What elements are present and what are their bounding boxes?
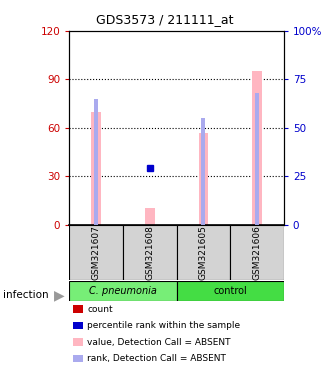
Text: count: count xyxy=(87,305,113,314)
Bar xyxy=(91,111,101,225)
Text: value, Detection Call = ABSENT: value, Detection Call = ABSENT xyxy=(87,338,231,347)
Bar xyxy=(177,225,230,280)
Text: GSM321606: GSM321606 xyxy=(252,225,261,280)
Text: GSM321608: GSM321608 xyxy=(145,225,154,280)
Bar xyxy=(202,118,205,225)
Bar xyxy=(145,209,154,225)
Bar xyxy=(252,71,262,225)
Bar xyxy=(177,281,284,301)
Text: percentile rank within the sample: percentile rank within the sample xyxy=(87,321,241,330)
Bar xyxy=(123,225,177,280)
Text: control: control xyxy=(213,286,247,296)
Text: C. pneumonia: C. pneumonia xyxy=(89,286,157,296)
Text: GSM321605: GSM321605 xyxy=(199,225,208,280)
Text: infection: infection xyxy=(3,290,49,300)
Text: GSM321607: GSM321607 xyxy=(92,225,101,280)
Bar xyxy=(255,93,259,225)
Bar xyxy=(199,132,208,225)
Bar xyxy=(230,225,284,280)
Text: ▶: ▶ xyxy=(54,288,64,302)
Text: rank, Detection Call = ABSENT: rank, Detection Call = ABSENT xyxy=(87,354,226,363)
Bar xyxy=(69,281,177,301)
Text: GDS3573 / 211111_at: GDS3573 / 211111_at xyxy=(96,13,234,26)
Bar xyxy=(94,99,98,225)
Bar xyxy=(69,225,123,280)
